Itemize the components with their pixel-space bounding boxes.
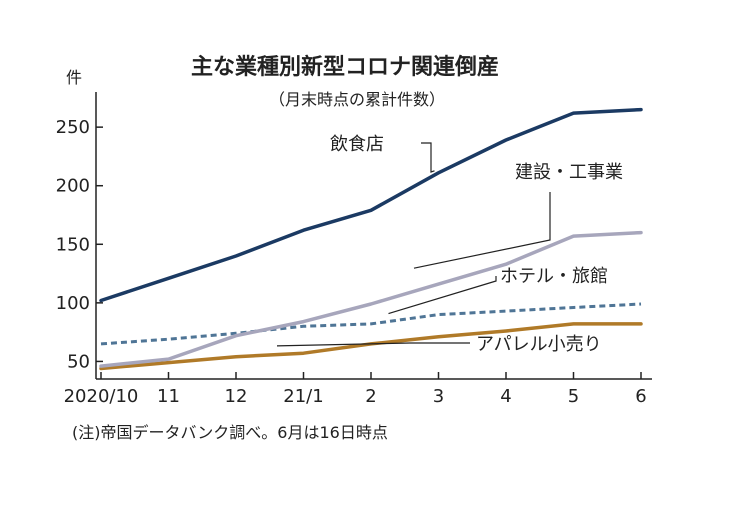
x-tick-label: 4 bbox=[500, 386, 511, 407]
x-ticks: 2020/10 11 12 21/1 2 3 4 5 6 bbox=[64, 372, 647, 407]
series-label: ホテル・旅館 bbox=[500, 266, 608, 287]
series-label-leader bbox=[413, 192, 551, 269]
x-tick-label: 12 bbox=[225, 386, 248, 407]
x-tick-label: 2 bbox=[365, 386, 376, 407]
series-label: 飲食店 bbox=[330, 134, 384, 155]
series-label: 建設・工事業 bbox=[515, 162, 623, 183]
y-tick-label: 250 bbox=[56, 117, 90, 138]
series-line bbox=[99, 230, 643, 368]
series-line bbox=[99, 107, 643, 303]
axes bbox=[95, 92, 652, 380]
y-ticks: 50 100 150 200 250 bbox=[56, 117, 103, 372]
series-label: アパレル小売り bbox=[476, 334, 602, 355]
y-tick-label: 100 bbox=[56, 293, 90, 314]
series-lines bbox=[99, 107, 643, 371]
series-label-leader bbox=[276, 342, 470, 347]
series-label-leader bbox=[388, 276, 497, 315]
chart-title: 主な業種別新型コロナ関連倒産 bbox=[191, 54, 499, 80]
source-note: (注)帝国データバンク調べ。6月は16日時点 bbox=[72, 423, 388, 442]
x-tick-label: 6 bbox=[635, 386, 646, 407]
y-tick-label: 150 bbox=[56, 234, 90, 255]
y-tick-label: 200 bbox=[56, 176, 90, 197]
chart-subtitle: （月末時点の累計件数） bbox=[269, 90, 445, 109]
x-tick-label: 3 bbox=[433, 386, 444, 407]
x-tick-label: 21/1 bbox=[283, 386, 323, 407]
series-label-leader bbox=[421, 142, 435, 173]
x-tick-label: 2020/10 bbox=[64, 386, 139, 407]
series-line bbox=[100, 302, 642, 346]
x-tick-label: 5 bbox=[568, 386, 579, 407]
y-tick-label: 50 bbox=[67, 351, 90, 372]
y-axis-unit: 件 bbox=[66, 68, 82, 87]
x-tick-label: 11 bbox=[157, 386, 180, 407]
